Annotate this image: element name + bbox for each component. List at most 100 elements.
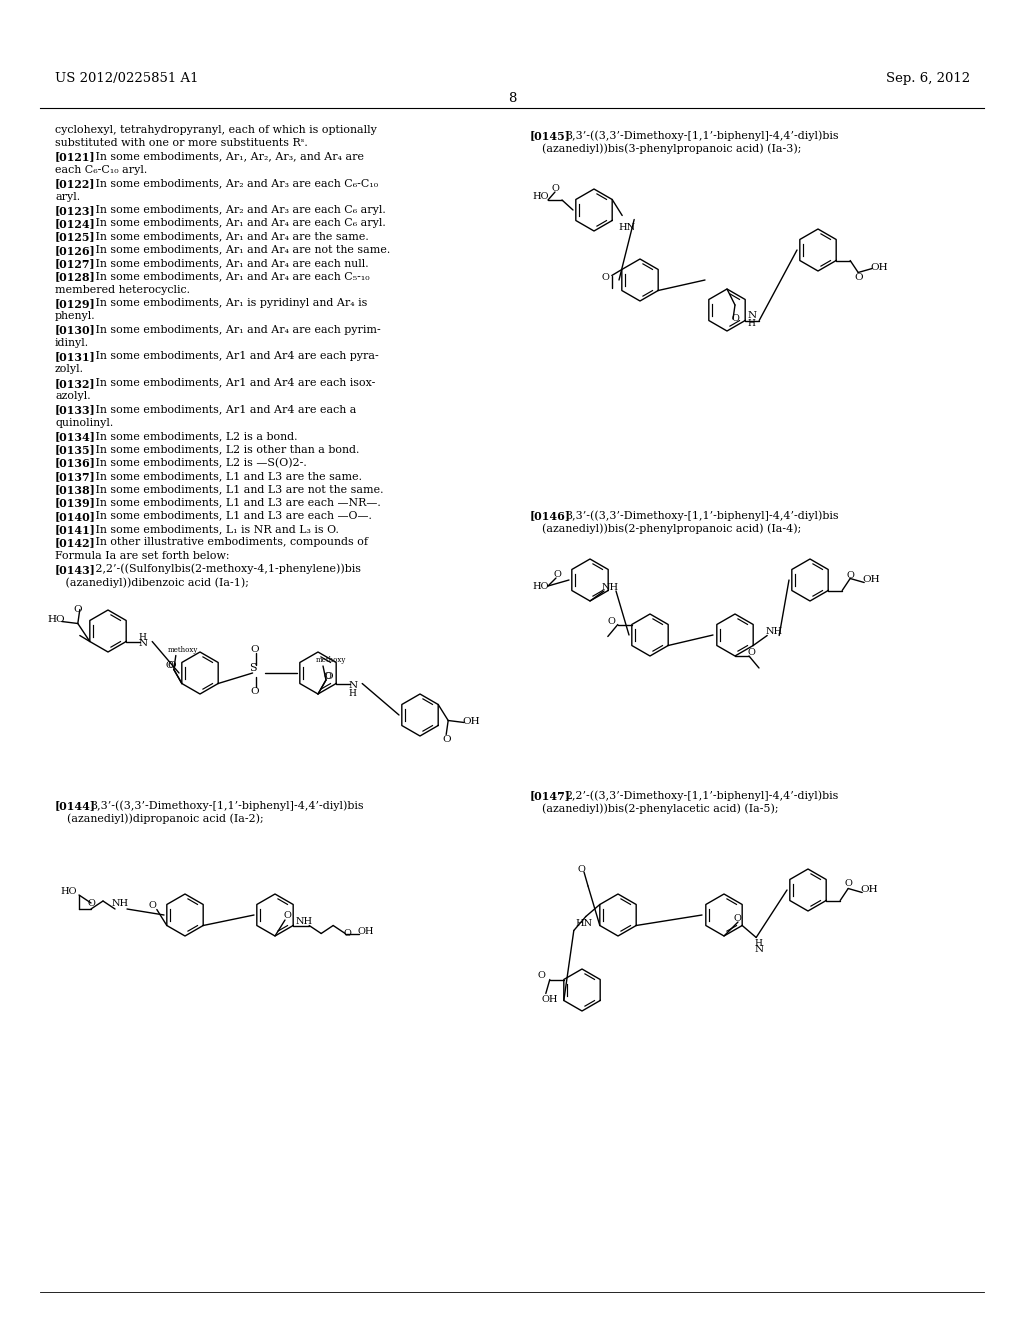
- Text: [0142]: [0142]: [55, 537, 96, 548]
- Text: In some embodiments, L2 is other than a bond.: In some embodiments, L2 is other than a …: [85, 445, 359, 454]
- Text: zolyl.: zolyl.: [55, 364, 84, 375]
- Text: (azanediyl))bis(2-phenylpropanoic acid) (Ia-4);: (azanediyl))bis(2-phenylpropanoic acid) …: [542, 523, 801, 533]
- Text: O: O: [251, 645, 259, 653]
- Text: In some embodiments, Ar₁ and Ar₄ are each C₆ aryl.: In some embodiments, Ar₁ and Ar₄ are eac…: [85, 218, 386, 228]
- Text: N: N: [138, 639, 147, 648]
- Text: NH: NH: [765, 627, 782, 636]
- Text: O: O: [602, 272, 609, 281]
- Text: OH: OH: [542, 994, 558, 1003]
- Text: O: O: [168, 661, 176, 671]
- Text: O: O: [552, 183, 560, 193]
- Text: (azanediyl))dipropanoic acid (Ia-2);: (azanediyl))dipropanoic acid (Ia-2);: [67, 813, 263, 824]
- Text: azolyl.: azolyl.: [55, 391, 91, 401]
- Text: 8: 8: [508, 92, 516, 106]
- Text: O: O: [734, 913, 741, 923]
- Text: each C₆-C₁₀ aryl.: each C₆-C₁₀ aryl.: [55, 165, 147, 176]
- Text: [0139]: [0139]: [55, 498, 96, 508]
- Text: In some embodiments, Ar₁ and Ar₄ are each C₅-₁₀: In some embodiments, Ar₁ and Ar₄ are eac…: [85, 272, 370, 281]
- Text: [0147]: [0147]: [530, 789, 570, 801]
- Text: methoxy: methoxy: [316, 656, 346, 664]
- Text: In some embodiments, Ar₁ and Ar₄ are each null.: In some embodiments, Ar₁ and Ar₄ are eac…: [85, 257, 369, 268]
- Text: substituted with one or more substituents Rˢ.: substituted with one or more substituent…: [55, 139, 308, 148]
- Text: Sep. 6, 2012: Sep. 6, 2012: [886, 73, 970, 84]
- Text: In some embodiments, L2 is a bond.: In some embodiments, L2 is a bond.: [85, 430, 298, 441]
- Text: [0122]: [0122]: [55, 178, 95, 189]
- Text: 3,3’-((3,3’-Dimethoxy-[1,1’-biphenyl]-4,4’-diyl)bis: 3,3’-((3,3’-Dimethoxy-[1,1’-biphenyl]-4,…: [565, 129, 839, 140]
- Text: HO: HO: [532, 582, 549, 591]
- Text: In some embodiments, Ar₁, Ar₂, Ar₃, and Ar₄ are: In some embodiments, Ar₁, Ar₂, Ar₃, and …: [85, 152, 365, 161]
- Text: O: O: [608, 618, 615, 627]
- Text: HO: HO: [48, 615, 66, 624]
- Text: OH: OH: [862, 574, 880, 583]
- Text: O: O: [251, 686, 259, 696]
- Text: S: S: [250, 663, 257, 673]
- Text: membered heterocyclic.: membered heterocyclic.: [55, 285, 190, 294]
- Text: In some embodiments, Ar1 and Ar4 are each isox-: In some embodiments, Ar1 and Ar4 are eac…: [85, 378, 376, 388]
- Text: [0134]: [0134]: [55, 430, 96, 442]
- Text: O: O: [442, 734, 451, 743]
- Text: NH: NH: [295, 916, 312, 925]
- Text: In other illustrative embodiments, compounds of: In other illustrative embodiments, compo…: [85, 537, 369, 548]
- Text: H: H: [348, 689, 356, 697]
- Text: O: O: [731, 314, 739, 323]
- Text: [0124]: [0124]: [55, 218, 96, 230]
- Text: N: N: [348, 681, 357, 689]
- Text: OH: OH: [870, 263, 888, 272]
- Text: [0138]: [0138]: [55, 484, 96, 495]
- Text: O: O: [166, 661, 174, 671]
- Text: (azanediyl))dibenzoic acid (Ia-1);: (azanediyl))dibenzoic acid (Ia-1);: [55, 577, 249, 587]
- Text: [0123]: [0123]: [55, 205, 95, 215]
- Text: [0126]: [0126]: [55, 244, 96, 256]
- Text: [0125]: [0125]: [55, 231, 95, 243]
- Text: [0121]: [0121]: [55, 152, 95, 162]
- Text: In some embodiments, Ar1 and Ar4 are each a: In some embodiments, Ar1 and Ar4 are eac…: [85, 404, 356, 414]
- Text: [0144]: [0144]: [55, 800, 96, 810]
- Text: O: O: [343, 929, 351, 939]
- Text: In some embodiments, L₁ is NR and L₃ is O.: In some embodiments, L₁ is NR and L₃ is …: [85, 524, 339, 535]
- Text: HO: HO: [60, 887, 77, 896]
- Text: HN: HN: [618, 223, 635, 232]
- Text: methoxy: methoxy: [168, 645, 199, 653]
- Text: HN: HN: [575, 919, 593, 928]
- Text: In some embodiments, Ar₁ is pyridinyl and Ar₄ is: In some embodiments, Ar₁ is pyridinyl an…: [85, 298, 368, 308]
- Text: cyclohexyl, tetrahydropyranyl, each of which is optionally: cyclohexyl, tetrahydropyranyl, each of w…: [55, 125, 377, 135]
- Text: [0135]: [0135]: [55, 445, 96, 455]
- Text: N: N: [748, 312, 757, 321]
- Text: O: O: [846, 570, 854, 579]
- Text: H: H: [748, 318, 755, 327]
- Text: [0137]: [0137]: [55, 471, 96, 482]
- Text: O: O: [553, 570, 561, 579]
- Text: [0128]: [0128]: [55, 272, 96, 282]
- Text: In some embodiments, Ar₂ and Ar₃ are each C₆ aryl.: In some embodiments, Ar₂ and Ar₃ are eac…: [85, 205, 386, 215]
- Text: phenyl.: phenyl.: [55, 312, 95, 321]
- Text: O: O: [283, 911, 291, 920]
- Text: In some embodiments, L2 is —S(O)2-.: In some embodiments, L2 is —S(O)2-.: [85, 458, 307, 467]
- Text: (azanediyl))bis(2-phenylacetic acid) (Ia-5);: (azanediyl))bis(2-phenylacetic acid) (Ia…: [542, 804, 778, 814]
- Text: [0130]: [0130]: [55, 325, 96, 335]
- Text: O: O: [538, 972, 546, 981]
- Text: O: O: [844, 879, 852, 887]
- Text: H: H: [755, 940, 762, 949]
- Text: N: N: [755, 945, 763, 954]
- Text: quinolinyl.: quinolinyl.: [55, 417, 114, 428]
- Text: OH: OH: [462, 717, 480, 726]
- Text: [0140]: [0140]: [55, 511, 96, 521]
- Text: [0129]: [0129]: [55, 298, 96, 309]
- Text: US 2012/0225851 A1: US 2012/0225851 A1: [55, 73, 199, 84]
- Text: [0141]: [0141]: [55, 524, 96, 535]
- Text: In some embodiments, Ar₁ and Ar₄ are the same.: In some embodiments, Ar₁ and Ar₄ are the…: [85, 231, 369, 242]
- Text: In some embodiments, Ar₁ and Ar₄ are not the same.: In some embodiments, Ar₁ and Ar₄ are not…: [85, 244, 390, 255]
- Text: NH: NH: [602, 583, 620, 591]
- Text: 3,3’-((3,3’-Dimethoxy-[1,1’-biphenyl]-4,4’-diyl)bis: 3,3’-((3,3’-Dimethoxy-[1,1’-biphenyl]-4,…: [90, 800, 364, 810]
- Text: aryl.: aryl.: [55, 191, 80, 202]
- Text: In some embodiments, Ar1 and Ar4 are each pyra-: In some embodiments, Ar1 and Ar4 are eac…: [85, 351, 379, 362]
- Text: O: O: [87, 899, 95, 908]
- Text: OH: OH: [860, 884, 878, 894]
- Text: In some embodiments, L1 and L3 are each —NR—.: In some embodiments, L1 and L3 are each …: [85, 498, 381, 507]
- Text: In some embodiments, L1 and L3 are each —O—.: In some embodiments, L1 and L3 are each …: [85, 511, 372, 520]
- Text: In some embodiments, L1 and L3 are not the same.: In some embodiments, L1 and L3 are not t…: [85, 484, 384, 494]
- Text: Formula Ia are set forth below:: Formula Ia are set forth below:: [55, 550, 229, 561]
- Text: [0132]: [0132]: [55, 378, 95, 388]
- Text: [0145]: [0145]: [530, 129, 570, 141]
- Text: [0133]: [0133]: [55, 404, 96, 416]
